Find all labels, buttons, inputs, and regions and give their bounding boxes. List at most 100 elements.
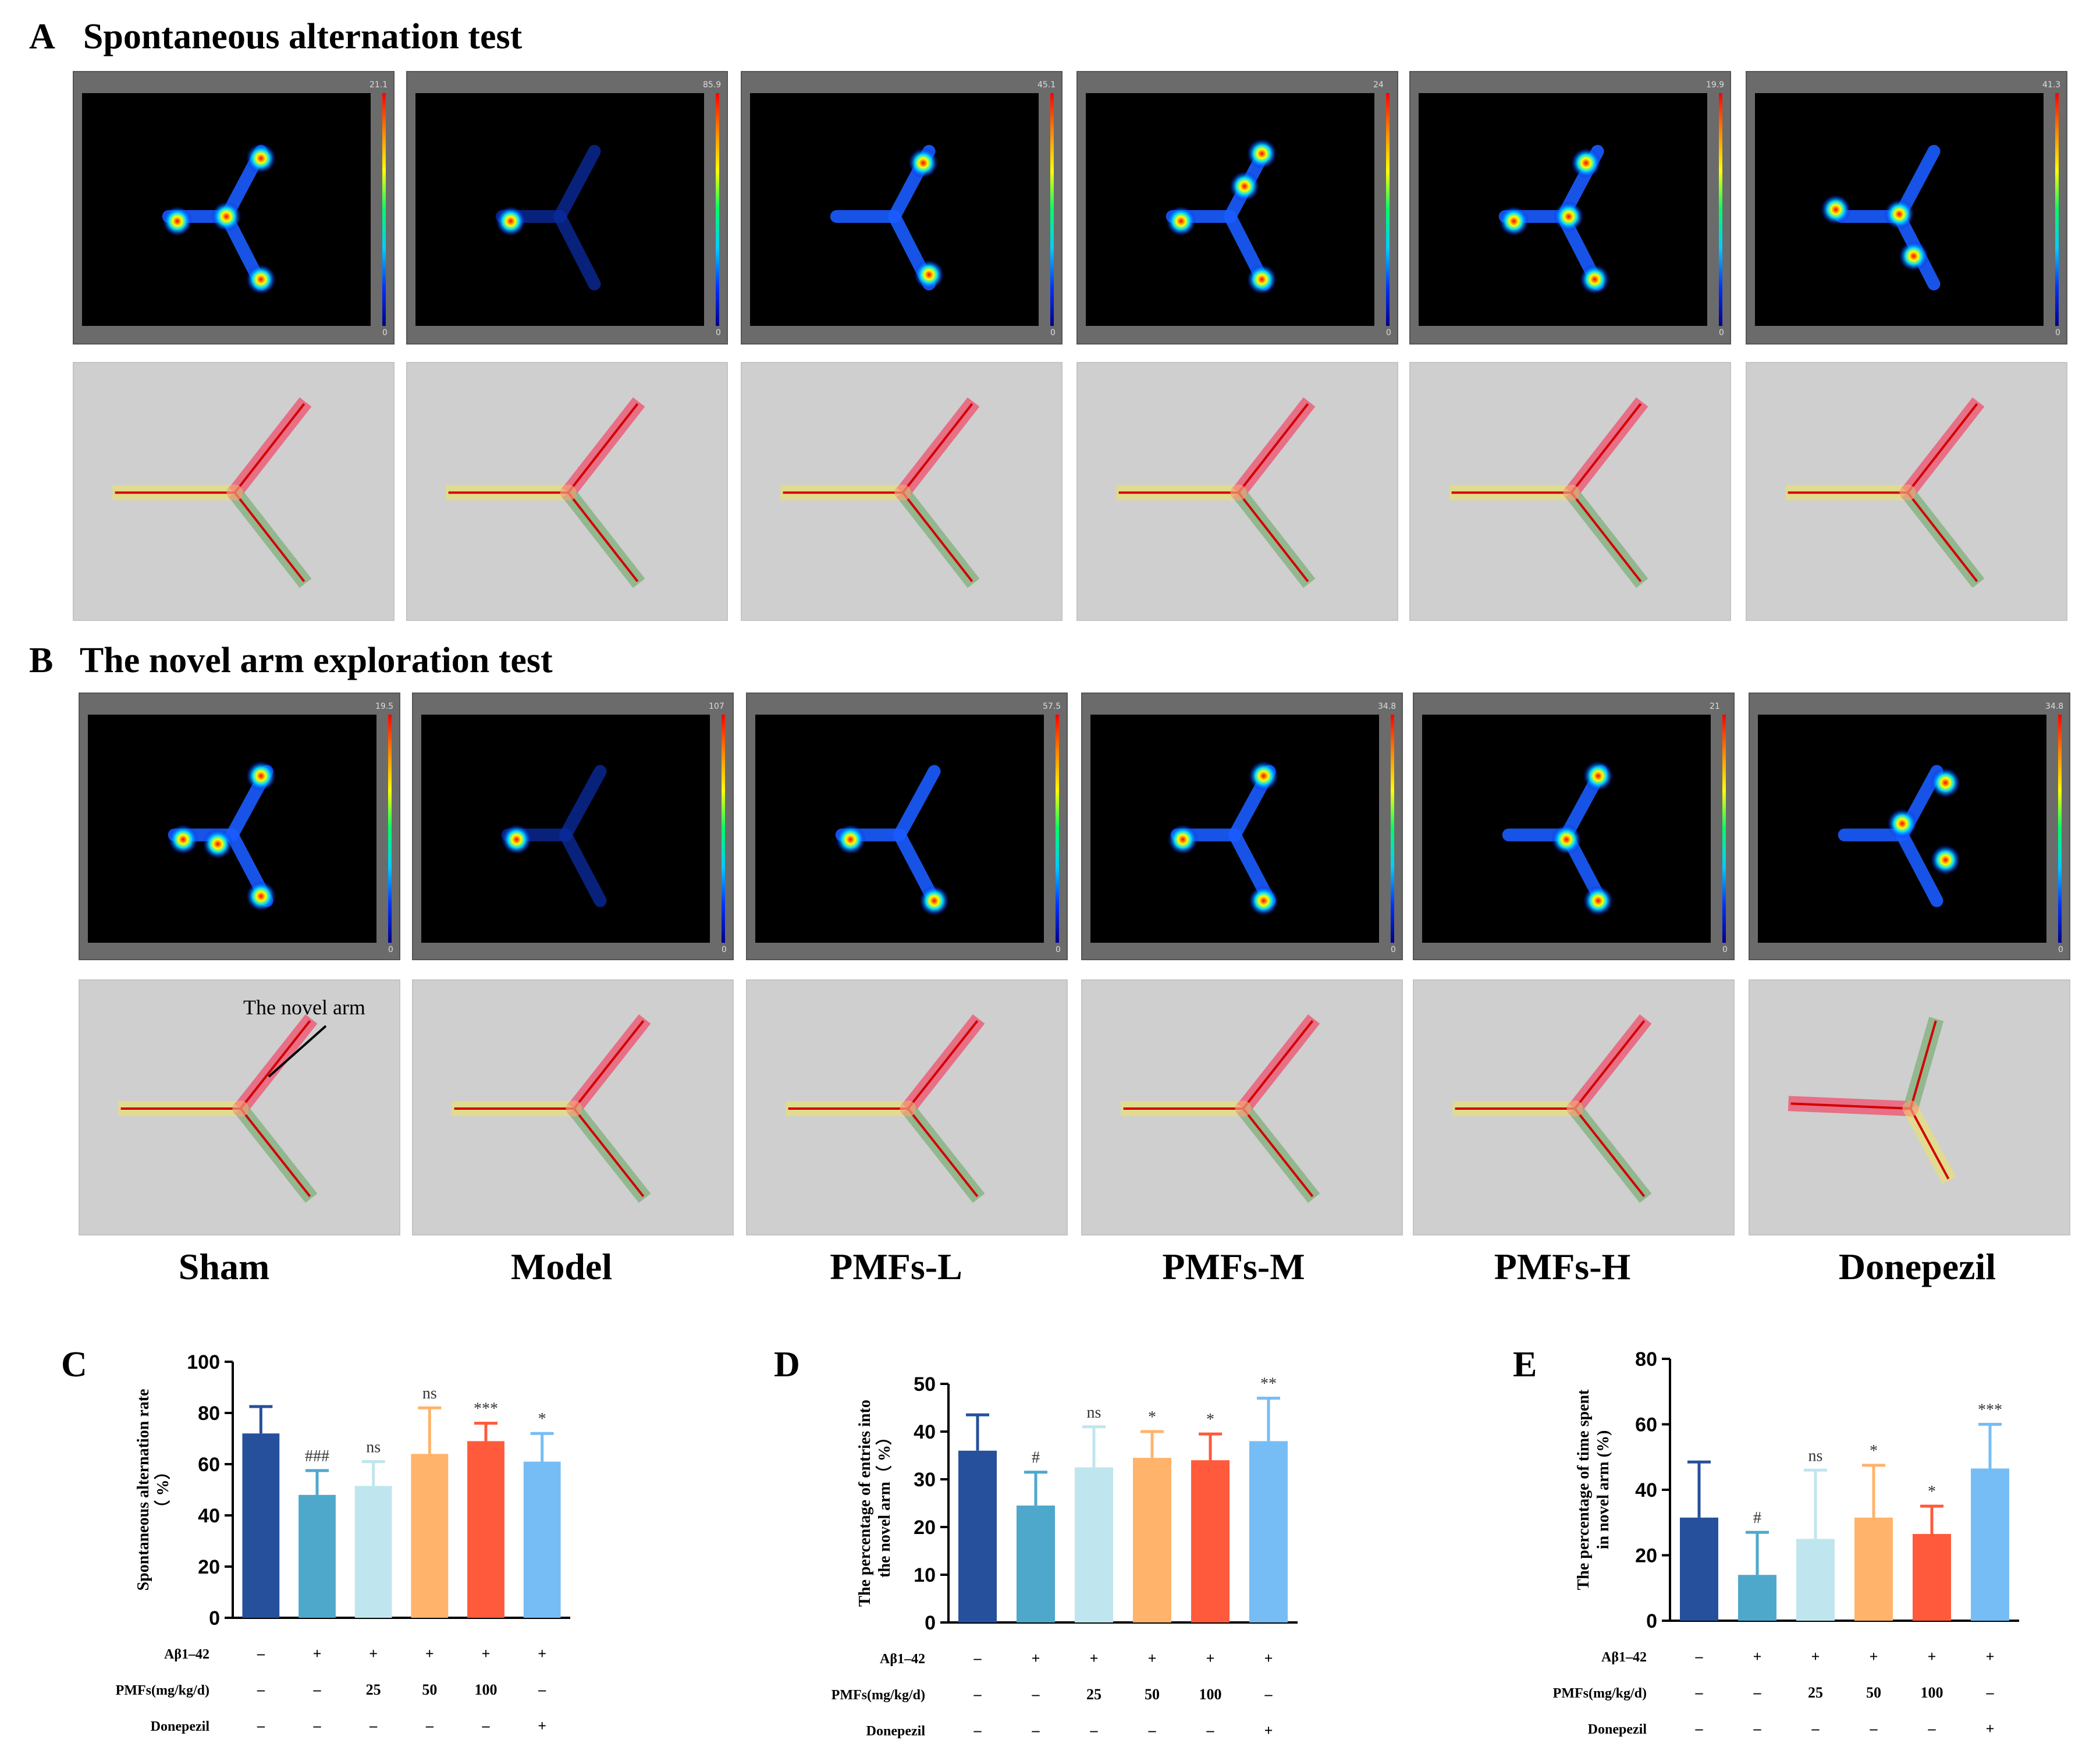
significance-label: * (1206, 1411, 1214, 1429)
heatmap-b-pmfs-l-image (835, 765, 950, 916)
treatment-value: – (1148, 1722, 1157, 1739)
y-tick-label: 20 (914, 1517, 936, 1539)
treatment-value: – (257, 1681, 265, 1698)
heatmap-a-donepezil-min: 0 (2055, 328, 2060, 338)
track-center (1563, 484, 1580, 501)
chart-c: 0 20 40 60 80 100 Spontaneous alternation rate… (116, 1351, 570, 1734)
y-axis-label-line: in novel arm (%) (1594, 1430, 1612, 1550)
track-path (907, 1107, 979, 1198)
significance-label: # (1032, 1449, 1040, 1467)
heat-spot (914, 260, 944, 290)
track-a-donepezil (1746, 362, 2067, 621)
group-label-pmfs-h: PMFs-H (1494, 1246, 1631, 1287)
treatment-value: – (1695, 1684, 1704, 1701)
y-axis-label: The percentage of entries into the novel … (856, 1400, 894, 1607)
track-path (1237, 492, 1309, 583)
treatment-value: 25 (1808, 1684, 1823, 1701)
treatment-value: – (973, 1650, 982, 1667)
track-a-sham-image (112, 397, 312, 588)
treatment-row-label: PMFs(mg/kg/d) (116, 1683, 209, 1698)
heatmap-b-model: 107 0 (412, 693, 734, 960)
bar-pmfs-m (411, 1454, 449, 1618)
novel-arm-annotation: The novel arm (243, 996, 365, 1019)
track-center (1566, 1100, 1583, 1117)
treatment-value: 50 (422, 1681, 437, 1698)
y-tick-label: 30 (914, 1469, 936, 1491)
y-tick-label: 50 (914, 1373, 936, 1396)
chart-e: 0 20 40 60 80 The percentage of time spent in … (1553, 1348, 2019, 1737)
treatment-row-label: Donepezil (866, 1724, 926, 1739)
maze-arm (553, 210, 601, 290)
heatmap-b-sham: 19.5 0 (79, 693, 400, 960)
heatmap-a-sham-min: 0 (382, 328, 388, 338)
heatmap-b-pmfs-h: 21 0 (1413, 693, 1735, 960)
treatment-value: 100 (1199, 1686, 1222, 1703)
heat-spot (1930, 768, 1961, 798)
track-a-sham (73, 362, 395, 621)
maze-arm (1896, 828, 1943, 907)
track-b-sham-image (118, 1014, 318, 1203)
heat-spot (1887, 808, 1917, 839)
track-path (1906, 403, 1978, 493)
track-center (1899, 484, 1916, 501)
treatment-value: + (538, 1717, 546, 1734)
heat-spot (1229, 171, 1260, 201)
significance-label: # (1753, 1509, 1761, 1527)
significance-label: * (1148, 1408, 1156, 1426)
heat-spot (1570, 148, 1601, 178)
treatment-value: + (1811, 1648, 1820, 1665)
track-b-donepezil (1749, 979, 2070, 1235)
group-label-donepezil: Donepezil (1838, 1246, 1996, 1287)
treatment-value: + (1148, 1650, 1157, 1667)
heatmap-a-pmfs-h: 19.9 0 (1409, 71, 1731, 345)
significance-label: *** (1978, 1401, 2002, 1419)
heat-spot (1551, 824, 1582, 855)
heatmap-b-pmfs-l: 57.5 0 (746, 693, 1068, 960)
heat-spot (908, 148, 939, 178)
heat-spot (1498, 206, 1529, 236)
bar-sham (242, 1433, 280, 1618)
track-center (900, 1100, 916, 1117)
y-tick-label: 100 (187, 1351, 220, 1373)
panel-d-letter: D (774, 1345, 800, 1384)
bar-donepezil (1971, 1468, 2009, 1621)
y-tick-label: 80 (1635, 1348, 1657, 1370)
treatment-value: + (313, 1645, 322, 1662)
treatment-value: + (482, 1645, 491, 1662)
treatment-value: – (313, 1717, 322, 1734)
heatmap-b-pmfs-m-max: 34.8 (1378, 702, 1397, 711)
heatmap-a-pmfs-h-min: 0 (1719, 328, 1724, 338)
treatment-value: – (1032, 1686, 1040, 1703)
treatment-value: + (425, 1645, 434, 1662)
track-path (239, 1020, 311, 1110)
heatmap-b-pmfs-h-max: 21 (1710, 702, 1720, 711)
treatment-row-label: Aβ1–42 (164, 1647, 209, 1662)
heat-spot (246, 143, 276, 173)
treatment-value: – (1753, 1684, 1762, 1701)
track-b-pmfs-l (746, 979, 1068, 1235)
treatment-value: – (1206, 1722, 1215, 1739)
novel-arm-pointer-line (268, 1025, 327, 1078)
heat-spot (501, 824, 532, 855)
track-a-pmfs-l (741, 362, 1063, 621)
y-tick-label: 20 (198, 1556, 220, 1578)
significance-label: ### (305, 1447, 329, 1465)
bar-donepezil (523, 1461, 561, 1618)
y-axis-label: Spontaneous alternation rate （ %） (134, 1389, 172, 1591)
track-center (1235, 1100, 1252, 1117)
section-a-text: Spontaneous alternation test (83, 17, 523, 56)
treatment-value: + (1928, 1648, 1936, 1665)
heatmap-a-pmfs-l-min: 0 (1050, 328, 1056, 338)
treatment-value: 25 (1086, 1686, 1101, 1703)
treatment-value: 50 (1866, 1684, 1881, 1701)
track-path (233, 492, 305, 583)
track-path (1909, 1108, 1950, 1180)
chart-d: 0 10 20 30 40 50 The percentage of entries int… (832, 1373, 1298, 1739)
heatmap-b-model-image (501, 765, 607, 907)
track-path (1242, 1107, 1314, 1198)
heatmap-b-sham-max: 19.5 (375, 702, 394, 711)
treatment-value: – (1928, 1720, 1936, 1737)
heatmap-a-model-max: 85.9 (703, 80, 722, 90)
track-a-pmfs-m (1076, 362, 1398, 621)
